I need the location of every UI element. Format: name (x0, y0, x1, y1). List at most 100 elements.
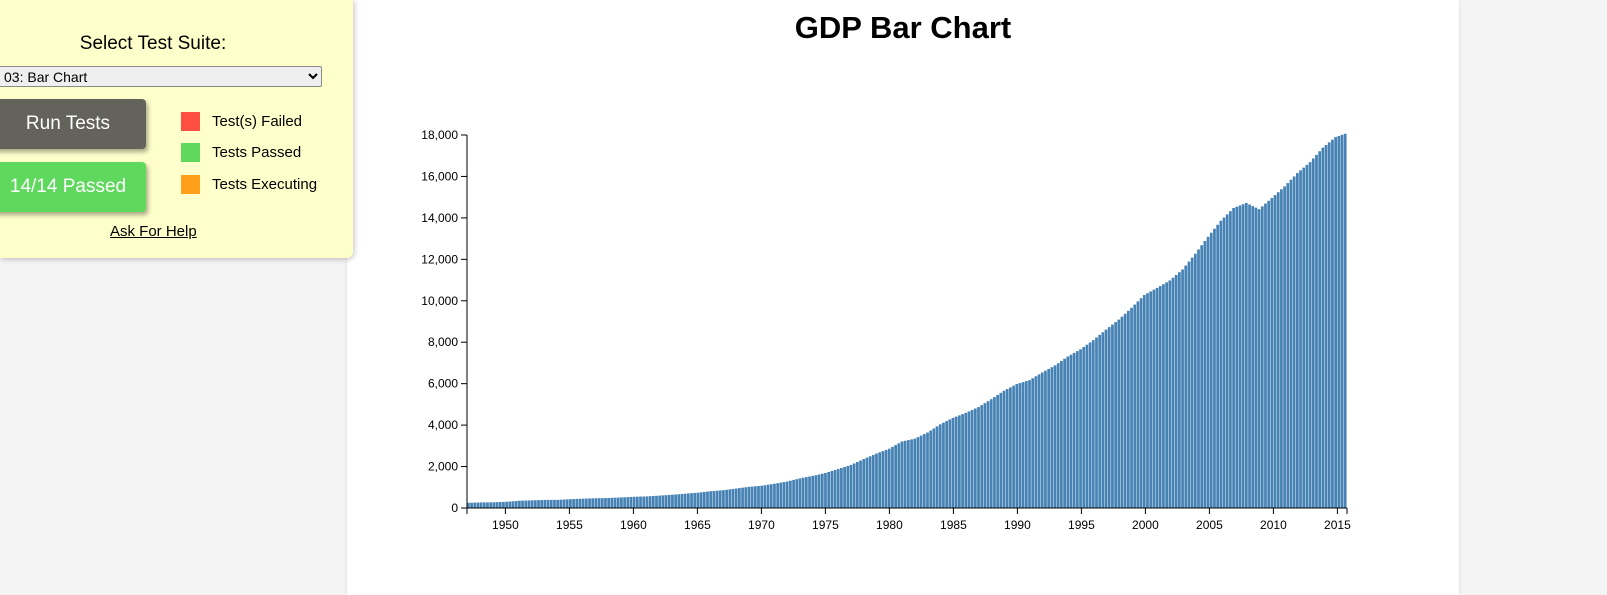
bar[interactable] (616, 497, 620, 508)
bar[interactable] (1098, 334, 1102, 508)
bar[interactable] (865, 457, 869, 508)
bar[interactable] (945, 421, 948, 508)
bar[interactable] (565, 499, 569, 508)
bar[interactable] (591, 498, 595, 508)
bar[interactable] (699, 492, 703, 508)
bar[interactable] (546, 499, 550, 508)
bar[interactable] (642, 496, 646, 509)
bar[interactable] (1044, 370, 1047, 508)
bar[interactable] (849, 464, 853, 508)
bar[interactable] (514, 501, 518, 508)
bar[interactable] (1260, 206, 1264, 508)
bar[interactable] (1235, 206, 1239, 508)
bar[interactable] (626, 497, 630, 508)
bar[interactable] (476, 502, 480, 508)
bar[interactable] (1117, 319, 1121, 508)
bar[interactable] (983, 403, 987, 508)
bar[interactable] (801, 477, 805, 508)
bar[interactable] (489, 502, 493, 508)
bar[interactable] (804, 477, 808, 508)
bar[interactable] (1139, 298, 1143, 508)
bar[interactable] (958, 415, 961, 508)
bar[interactable] (798, 478, 802, 508)
bar[interactable] (594, 498, 598, 508)
bar[interactable] (1018, 383, 1022, 508)
bar[interactable] (559, 499, 563, 508)
bar[interactable] (718, 490, 722, 508)
bar[interactable] (1047, 368, 1051, 508)
bar[interactable] (1015, 384, 1019, 508)
bar[interactable] (734, 488, 738, 508)
bar[interactable] (894, 445, 897, 508)
bar[interactable] (938, 424, 942, 508)
bar[interactable] (511, 501, 515, 508)
bar[interactable] (830, 471, 834, 508)
bar[interactable] (1292, 176, 1296, 508)
bar[interactable] (859, 460, 862, 508)
bar[interactable] (524, 500, 528, 508)
bar[interactable] (527, 500, 531, 508)
bar[interactable] (814, 475, 818, 508)
bar[interactable] (973, 408, 977, 508)
bar[interactable] (1053, 365, 1057, 508)
bar[interactable] (753, 486, 757, 508)
bar[interactable] (1095, 337, 1098, 508)
bar[interactable] (986, 401, 990, 508)
bar[interactable] (1289, 179, 1293, 508)
bar[interactable] (1158, 286, 1162, 508)
bar[interactable] (1318, 151, 1322, 508)
bar[interactable] (1206, 236, 1210, 508)
bar[interactable] (537, 500, 540, 508)
bar[interactable] (744, 487, 748, 508)
bar[interactable] (1082, 346, 1086, 508)
bar[interactable] (766, 484, 770, 508)
bar[interactable] (540, 500, 544, 508)
bar[interactable] (961, 414, 964, 508)
bar[interactable] (607, 497, 611, 508)
bar[interactable] (1340, 134, 1344, 509)
bar[interactable] (651, 495, 655, 508)
bar[interactable] (680, 493, 684, 508)
bar[interactable] (693, 492, 697, 508)
bar[interactable] (1216, 224, 1220, 508)
bar[interactable] (1286, 183, 1290, 508)
bar[interactable] (1162, 284, 1165, 508)
bar[interactable] (562, 499, 566, 509)
test-suite-select[interactable]: 03: Bar Chart (0, 66, 322, 87)
bar[interactable] (738, 488, 741, 508)
bar[interactable] (505, 501, 508, 508)
bar[interactable] (635, 496, 639, 508)
bar[interactable] (871, 454, 875, 508)
test-results-button[interactable]: 14/14 Passed (0, 162, 146, 212)
bar[interactable] (1190, 257, 1194, 508)
bar[interactable] (1251, 206, 1255, 508)
bar[interactable] (996, 394, 1000, 508)
bar[interactable] (878, 452, 882, 508)
bar[interactable] (549, 499, 553, 508)
bar[interactable] (1267, 200, 1271, 509)
bar[interactable] (1005, 389, 1009, 508)
bar[interactable] (655, 495, 658, 508)
bar[interactable] (604, 498, 607, 508)
bar[interactable] (1168, 280, 1172, 508)
bar[interactable] (868, 456, 872, 508)
bar[interactable] (1021, 382, 1025, 508)
bar[interactable] (470, 502, 473, 508)
bar[interactable] (1241, 204, 1245, 508)
bar[interactable] (1120, 316, 1124, 508)
bar[interactable] (926, 432, 929, 508)
bar[interactable] (884, 449, 888, 508)
bar[interactable] (1028, 380, 1031, 508)
bar[interactable] (1114, 322, 1117, 508)
ask-for-help-link[interactable]: Ask For Help (110, 223, 197, 240)
bar[interactable] (1181, 269, 1184, 508)
bar[interactable] (1165, 282, 1168, 508)
bar[interactable] (932, 428, 936, 508)
bar[interactable] (1308, 162, 1312, 508)
bar[interactable] (1085, 344, 1089, 508)
bar[interactable] (855, 462, 859, 508)
bar[interactable] (597, 498, 601, 508)
bar[interactable] (836, 469, 840, 508)
bar[interactable] (843, 466, 846, 508)
bar[interactable] (1248, 204, 1251, 508)
